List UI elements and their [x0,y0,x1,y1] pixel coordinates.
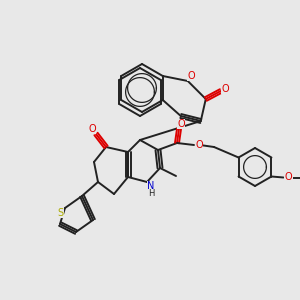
Text: O: O [222,84,230,94]
Text: H: H [148,190,154,199]
Text: N: N [147,181,155,191]
Text: O: O [88,124,96,134]
Text: O: O [195,140,203,150]
Text: O: O [285,172,292,182]
Text: S: S [57,208,63,218]
Text: O: O [188,71,196,81]
Text: O: O [177,119,185,129]
